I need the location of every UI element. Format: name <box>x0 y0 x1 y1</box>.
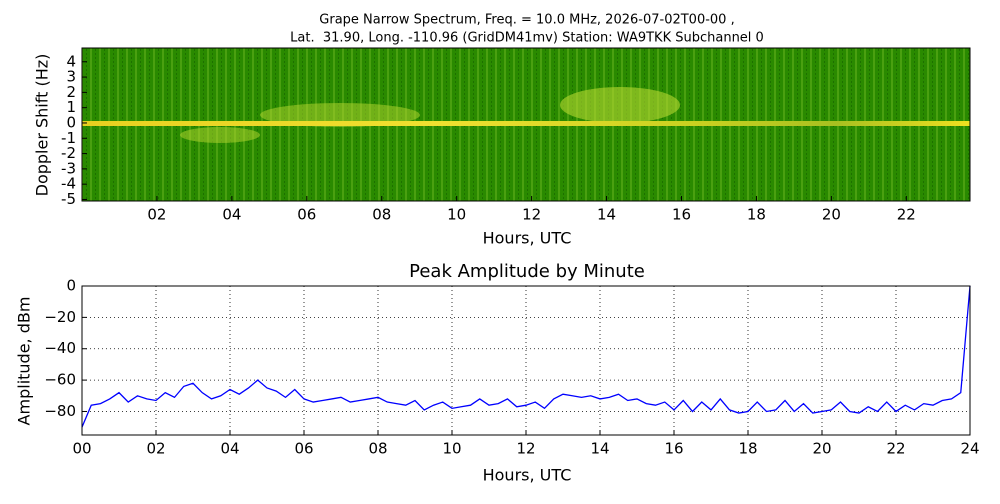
plot-frame <box>81 285 971 436</box>
y-tick-label: 4 <box>66 52 76 70</box>
x-tick-label: 20 <box>812 440 831 458</box>
y-tick-label: 1 <box>66 98 76 116</box>
x-tick-label: 08 <box>368 440 387 458</box>
x-tick-label: 20 <box>822 206 841 224</box>
x-tick-label: 16 <box>672 206 691 224</box>
y-tick-label: −60 <box>44 371 76 389</box>
y-tick-label: −80 <box>44 402 76 420</box>
y-tick-label: -4 <box>61 175 76 193</box>
x-tick-label: 02 <box>147 206 166 224</box>
x-tick-label: 24 <box>960 440 979 458</box>
x-tick-label: 22 <box>886 440 905 458</box>
x-tick-label: 04 <box>222 206 241 224</box>
x-tick-label: 12 <box>522 206 541 224</box>
x-tick-label: 10 <box>442 440 461 458</box>
x-tick-label: 22 <box>897 206 916 224</box>
subtitle: Lat. 31.90, Long. -110.96 (GridDM41mv) S… <box>290 31 764 46</box>
y-axis-label: Amplitude, dBm <box>15 297 34 426</box>
x-tick-label: 00 <box>72 440 91 458</box>
y-tick-label: 0 <box>66 113 76 131</box>
x-tick-label: 16 <box>664 440 683 458</box>
y-tick-label: −40 <box>44 339 76 357</box>
y-tick-label: 3 <box>66 68 76 86</box>
x-tick-label: 10 <box>447 206 466 224</box>
x-tick-label: 06 <box>294 440 313 458</box>
x-tick-label: 08 <box>372 206 391 224</box>
x-tick-label: 18 <box>738 440 757 458</box>
y-tick-label: -1 <box>61 129 76 147</box>
title: Peak Amplitude by Minute <box>409 261 645 282</box>
plot-frame <box>81 47 971 202</box>
y-tick-label: −20 <box>44 308 76 326</box>
x-axis-label: Hours, UTC <box>483 466 572 485</box>
data-line <box>81 285 971 428</box>
x-tick-label: 14 <box>590 440 609 458</box>
x-tick-label: 18 <box>747 206 766 224</box>
spectrogram-image <box>82 48 970 201</box>
x-tick-label: 14 <box>597 206 616 224</box>
x-tick-label: 06 <box>297 206 316 224</box>
y-tick-label: -3 <box>61 159 76 177</box>
x-tick-label: 12 <box>516 440 535 458</box>
x-tick-label: 04 <box>220 440 239 458</box>
title: Grape Narrow Spectrum, Freq. = 10.0 MHz,… <box>319 13 734 28</box>
y-axis-label: Doppler Shift (Hz) <box>33 54 52 197</box>
x-tick-label: 02 <box>146 440 165 458</box>
x-axis-label: Hours, UTC <box>483 229 572 248</box>
y-tick-label: 0 <box>66 277 76 295</box>
y-tick-label: -2 <box>61 144 76 162</box>
y-tick-label: 2 <box>66 83 76 101</box>
y-tick-label: -5 <box>61 190 76 208</box>
